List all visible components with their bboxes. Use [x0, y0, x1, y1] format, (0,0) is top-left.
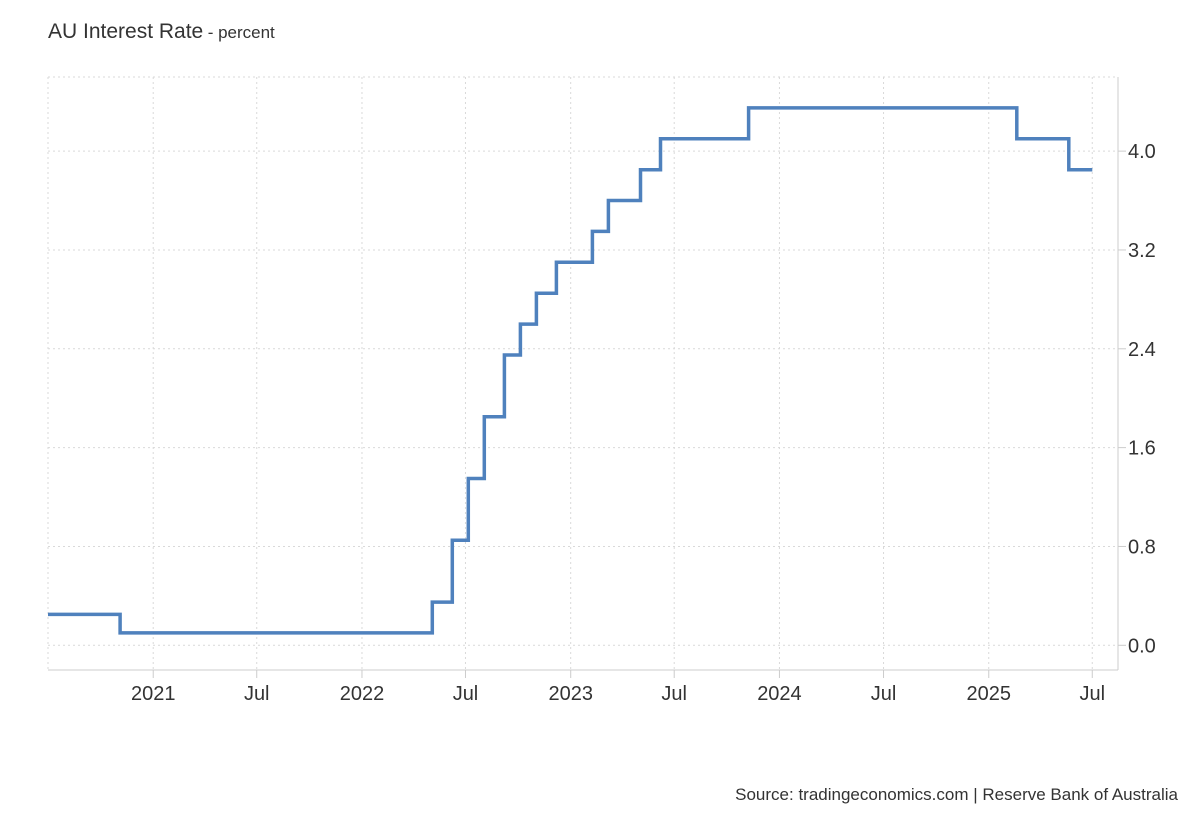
- y-tick-label: 0.0: [1128, 635, 1156, 657]
- x-tick-label: 2025: [967, 683, 1012, 705]
- x-tick-label: Jul: [871, 683, 897, 705]
- chart-subtitle: - percent: [207, 23, 275, 42]
- y-tick-label: 1.6: [1128, 438, 1156, 460]
- x-tick-label: Jul: [1079, 683, 1105, 705]
- y-tick-label: 4.0: [1128, 141, 1156, 163]
- y-tick-label: 0.8: [1128, 536, 1156, 558]
- axes: [48, 77, 1126, 678]
- x-tick-label: 2022: [340, 683, 385, 705]
- chart-title: AU Interest Rate: [48, 20, 204, 43]
- x-tick-label: Jul: [661, 683, 687, 705]
- chart-header: AU Interest Rate - percent: [48, 20, 275, 44]
- y-tick-label: 3.2: [1128, 240, 1156, 262]
- grid: [47, 76, 1118, 670]
- x-tick-label: Jul: [453, 683, 479, 705]
- x-tick-label: 2021: [131, 683, 176, 705]
- x-tick-label: 2024: [757, 683, 802, 705]
- x-tick-label: Jul: [244, 683, 270, 705]
- x-tick-label: 2023: [548, 683, 593, 705]
- interest-rate-chart: 0.0 0.8 1.6 2.4 3.2 4.0 2021 Jul 2022 Jul 2023 Jul 2…: [47, 76, 1156, 705]
- tick-labels: 0.0 0.8 1.6 2.4 3.2 4.0 2021 Jul 2022 Jul 2023 Jul 2…: [131, 141, 1156, 705]
- series-layer: [48, 106, 1093, 635]
- y-tick-label: 2.4: [1128, 339, 1156, 361]
- source-note: Source: tradingeconomics.com | Reserve B…: [735, 785, 1178, 804]
- series-line: [48, 106, 1093, 635]
